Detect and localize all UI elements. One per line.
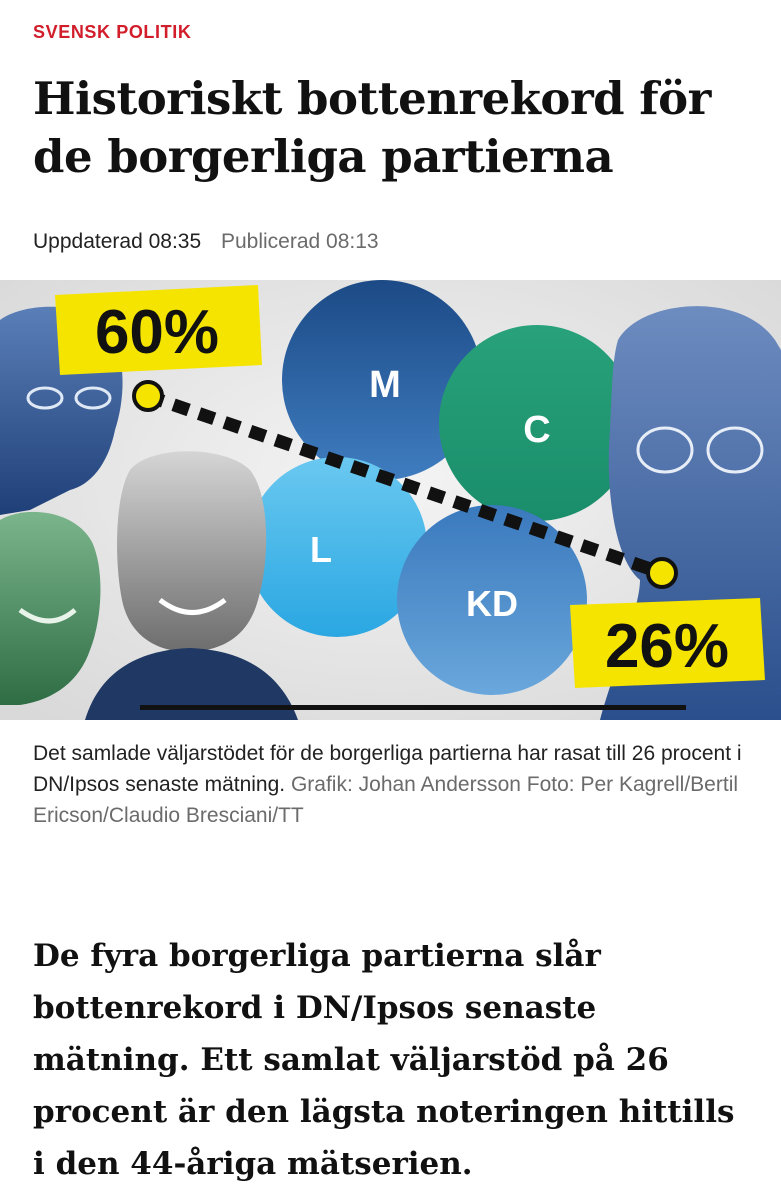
image-caption: Det samlade väljarstödet för de borgerli… bbox=[33, 738, 748, 831]
party-c-label: C bbox=[523, 409, 550, 451]
party-c-circle: C bbox=[439, 325, 635, 521]
section-label[interactable]: SVENSK POLITIK bbox=[33, 22, 192, 42]
graphic-baseline bbox=[140, 705, 686, 710]
party-l-circle: L bbox=[247, 457, 427, 637]
end-value-label: 26% bbox=[605, 612, 729, 681]
headline: Historiskt bottenrekord för de borgerlig… bbox=[33, 72, 711, 183]
party-m-label: M bbox=[369, 364, 401, 406]
party-kd-circle: KD bbox=[397, 505, 587, 695]
caption-text: Det samlade väljarstödet för de borgerli… bbox=[33, 742, 742, 796]
caption-credit: Grafik: Johan Andersson Foto: Per Kagrel… bbox=[33, 773, 739, 827]
end-value-badge: 26% bbox=[570, 598, 765, 688]
published-time: Publicerad 08:13 bbox=[220, 230, 379, 253]
start-value-badge: 60% bbox=[55, 285, 262, 375]
hero-graphic[interactable]: M C L KD 60% 26% bbox=[0, 280, 781, 720]
portrait-center bbox=[85, 451, 298, 720]
updated-time: Uppdaterad 08:35 bbox=[33, 230, 202, 253]
trend-end-dot bbox=[646, 557, 678, 589]
portrait-bottom-left bbox=[0, 511, 101, 705]
start-value-label: 60% bbox=[95, 298, 219, 367]
lead-paragraph: De fyra borgerliga partierna slår botten… bbox=[33, 938, 735, 1182]
party-m-circle: M bbox=[282, 280, 482, 480]
party-kd-label: KD bbox=[466, 583, 518, 624]
article-meta: Uppdaterad 08:35 Publicerad 08:13 bbox=[33, 230, 379, 254]
party-l-label: L bbox=[310, 529, 332, 570]
trend-start-dot bbox=[132, 380, 164, 412]
trend-line bbox=[145, 389, 665, 580]
